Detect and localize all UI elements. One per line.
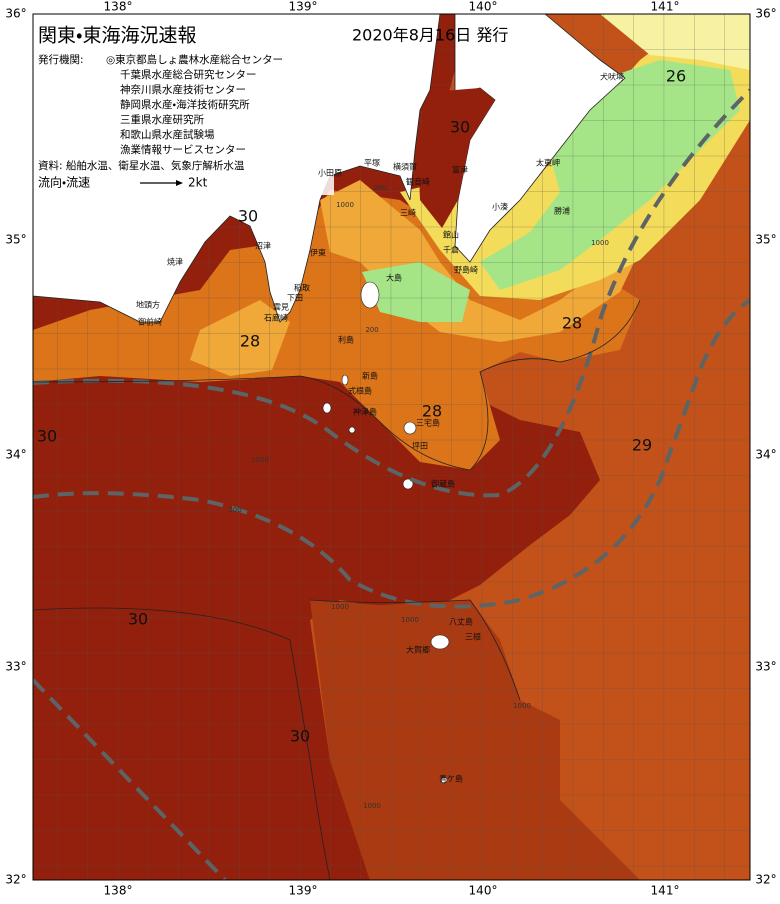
- place-name: 三宅島: [416, 418, 440, 428]
- islands: [322, 281, 450, 784]
- lon-label-top: 138°: [104, 0, 133, 14]
- sea-25: [600, 14, 750, 70]
- info-box: [34, 15, 334, 195]
- issue-date: 2020年8月16日 発行: [352, 26, 508, 45]
- sea-green-oshima: [362, 262, 470, 322]
- map-frame: [32, 13, 751, 881]
- contour-label: 28: [562, 314, 582, 333]
- place-name: 三根: [465, 632, 481, 642]
- place-name: 館山: [443, 230, 459, 240]
- place-name: 野島崎: [454, 265, 478, 275]
- place-name: 千倉: [443, 245, 459, 255]
- place-name: 式根島: [348, 386, 372, 396]
- lat-label-right: 33°: [755, 660, 776, 674]
- place-name: 青ケ島: [439, 774, 463, 784]
- contour-label: 30: [450, 118, 470, 137]
- map-layers: [33, 14, 750, 880]
- contour-label: 29: [632, 436, 652, 455]
- tokyo-bay: [418, 88, 495, 228]
- place-name: 神津島: [353, 407, 377, 417]
- place-name: 観音崎: [406, 177, 430, 187]
- lon-label-top: 139°: [289, 0, 318, 14]
- lon-label-bottom: 140°: [469, 884, 498, 898]
- contour-label: 28: [240, 332, 260, 351]
- place-name: 沼津: [255, 241, 271, 251]
- contour-label: 30: [128, 610, 148, 629]
- place-name: 八丈島: [449, 617, 473, 627]
- lat-label-right: 32°: [755, 873, 776, 887]
- place-name: 御前崎: [138, 317, 162, 327]
- lat-label-left: 35°: [5, 233, 26, 247]
- lon-label-bottom: 141°: [651, 884, 680, 898]
- title: 関東・東海海況速報: [38, 25, 196, 47]
- place-name: 伊東: [310, 248, 326, 258]
- place-name: 小湊: [492, 202, 508, 212]
- depth-label: 1000: [591, 239, 609, 247]
- contour-label: 28: [422, 402, 442, 421]
- place-name: 御蔵島: [431, 479, 455, 489]
- depth-label: 1000: [513, 702, 531, 710]
- depth-label: 200: [373, 184, 386, 192]
- contour-label: 30: [238, 207, 258, 226]
- place-name: 稲取: [294, 283, 310, 293]
- issuer: 漁業情報サービスセンター: [120, 143, 246, 156]
- depth-label: 1000: [401, 616, 419, 624]
- place-name: 三崎: [400, 208, 416, 218]
- current-axes: [33, 88, 750, 880]
- lon-label-top: 141°: [651, 0, 680, 14]
- place-name: 焼津: [167, 257, 183, 267]
- lon-label-bottom: 139°: [289, 884, 318, 898]
- lat-label-right: 34°: [755, 448, 776, 462]
- lat-label-right: 36°: [755, 7, 776, 21]
- place-name: 新島: [362, 371, 378, 381]
- data-source: 資料: 船舶水温、衛星水温、気象庁解析水温: [38, 159, 245, 172]
- lon-label-bottom: 138°: [104, 884, 133, 898]
- issuers-label: 発行機関:: [38, 53, 84, 66]
- issuer: 千葉県水産総合研究センター: [120, 68, 257, 81]
- place-name: 横須賀: [393, 162, 417, 172]
- place-name: 地頭方: [136, 300, 160, 310]
- place-name: 大島: [386, 273, 402, 283]
- issuer: 静岡県水産・海洋技術研究所: [120, 98, 250, 111]
- depth-label: 1000: [363, 802, 381, 810]
- lat-label-right: 35°: [755, 233, 776, 247]
- place-name: 雲見: [273, 303, 289, 312]
- legend-scale: 2kt: [188, 176, 208, 190]
- lat-label-left: 34°: [5, 448, 26, 462]
- lat-label-left: 32°: [5, 873, 26, 887]
- sea-27-suruga: [190, 300, 290, 376]
- sea-29-30: [310, 600, 640, 880]
- depth-label: 200: [228, 506, 241, 514]
- issuer: 三重県水産研究所: [120, 113, 204, 126]
- depth-label: 1000: [331, 603, 349, 611]
- issuer: 和歌山県水産試験場: [120, 128, 215, 141]
- lon-label-top: 140°: [469, 0, 498, 14]
- place-name: 利島: [338, 335, 354, 345]
- contour-label: 26: [666, 67, 686, 86]
- contour-label: 30: [37, 427, 57, 446]
- contour-lines: [33, 299, 641, 880]
- place-name: 勝浦: [554, 206, 570, 216]
- depth-label: 1000: [336, 201, 354, 209]
- legend-arrowhead: [176, 180, 183, 186]
- place-name: 太東岬: [536, 158, 560, 168]
- place-name: 下田: [287, 294, 303, 303]
- depth-label: 200: [365, 326, 378, 334]
- issuer: ◎東京都島しょ農林水産総合センター: [106, 53, 283, 66]
- contour-label: 30: [290, 727, 310, 746]
- place-name: 犬吠埼: [600, 72, 624, 82]
- place-name: 坪田: [412, 442, 428, 451]
- legend-label: 流向・流速: [38, 175, 90, 190]
- place-name: 石廊崎: [264, 313, 288, 323]
- place-name: 大賀郷: [406, 645, 430, 655]
- place-name: 小田原: [318, 169, 342, 178]
- issuer: 神奈川県水産技術センター: [120, 83, 246, 96]
- lat-label-left: 33°: [5, 660, 26, 674]
- place-name: 富津: [452, 165, 468, 175]
- place-name: 平塚: [364, 159, 380, 168]
- lat-label-left: 36°: [5, 7, 26, 21]
- depth-label: 1000: [251, 456, 269, 464]
- issuers: ◎東京都島しょ農林水産総合センター千葉県水産総合研究センター神奈川県水産技術セン…: [106, 53, 283, 156]
